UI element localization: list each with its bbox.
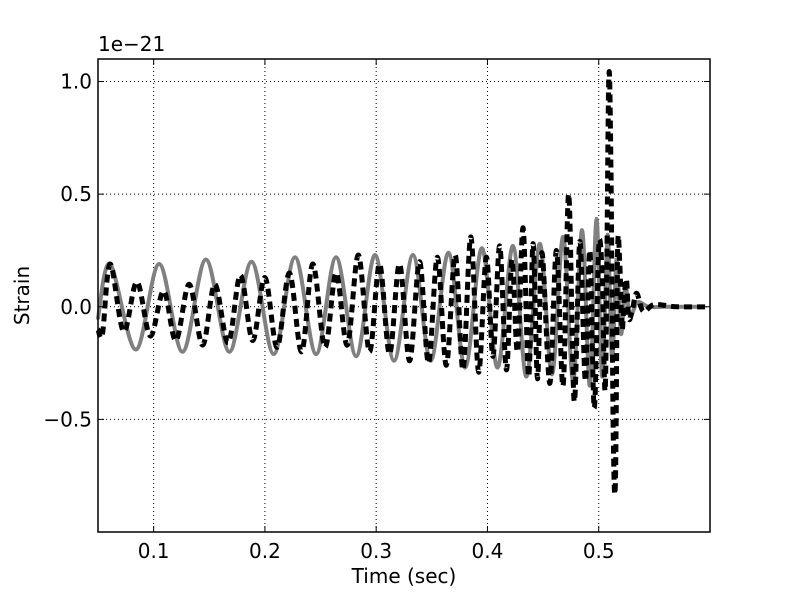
dashed-strain-series	[95, 69, 711, 497]
y-tick-label: 1.0	[60, 70, 92, 94]
y-tick-label: 0.5	[60, 182, 92, 206]
plot-frame	[97, 58, 711, 533]
y-tick-label: 0.0	[60, 295, 92, 319]
x-tick-labels: 0.1 0.2 0.3 0.4 0.5	[138, 539, 615, 563]
series-layer	[95, 69, 711, 497]
y-axis-label: Strain	[10, 266, 34, 325]
x-axis-label: Time (sec)	[351, 564, 457, 588]
x-tick-label: 0.4	[472, 539, 504, 563]
y-offset-label: 1e−21	[98, 32, 165, 56]
y-tick-label: −0.5	[43, 407, 92, 431]
tick-marks	[98, 59, 710, 532]
x-tick-label: 0.2	[249, 539, 281, 563]
x-tick-label: 0.5	[583, 539, 615, 563]
x-tick-label: 0.1	[138, 539, 170, 563]
x-tick-label: 0.3	[360, 539, 392, 563]
y-tick-labels: −0.5 0.0 0.5 1.0	[43, 70, 92, 432]
